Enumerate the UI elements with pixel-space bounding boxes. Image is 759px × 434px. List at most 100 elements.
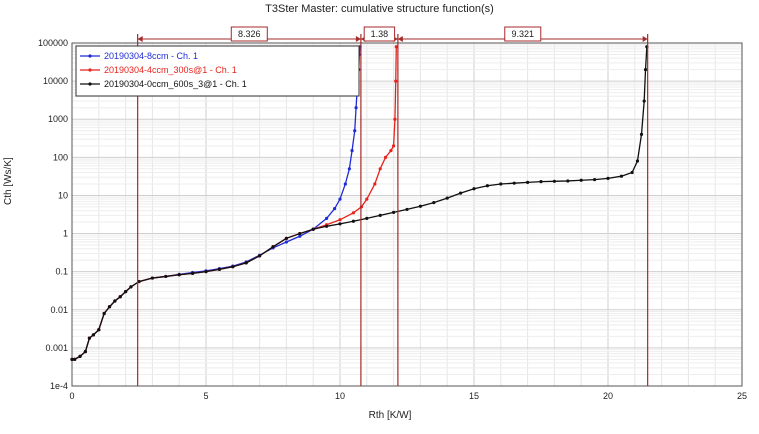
data-point: [258, 254, 262, 258]
chart-title: T3Ster Master: cumulative structure func…: [265, 3, 494, 15]
y-tick-label: 0.01: [50, 305, 68, 315]
data-point: [432, 200, 436, 205]
data-point: [354, 106, 358, 110]
x-tick-label: 5: [203, 391, 208, 401]
data-point: [418, 204, 422, 208]
data-point: [606, 176, 610, 181]
dimension-label-box: [363, 26, 396, 42]
data-point: [630, 170, 634, 175]
data-point: [405, 207, 409, 212]
data-point: [124, 289, 128, 294]
data-point: [378, 213, 382, 217]
data-point: [325, 224, 329, 228]
data-point: [350, 149, 354, 153]
data-point: [579, 178, 583, 182]
dimension-label: 1.38: [371, 29, 389, 39]
data-point: [445, 196, 449, 200]
data-point: [394, 79, 398, 83]
data-point: [298, 231, 302, 236]
data-point: [107, 305, 112, 309]
legend-entry: 20190304-0ccm_600s_3@1 - Ch. 1: [104, 79, 247, 89]
dimension-label: 8.326: [238, 29, 261, 39]
data-point: [191, 271, 195, 276]
data-point: [91, 333, 96, 337]
x-tick-label: 25: [737, 391, 747, 401]
data-point: [394, 45, 398, 49]
legend-entry: 20190304-8ccm - Ch. 1: [104, 51, 198, 61]
data-point: [365, 216, 369, 220]
dimension-label-box: [504, 26, 542, 42]
data-point: [333, 207, 337, 211]
data-point: [353, 129, 357, 133]
data-point: [298, 234, 302, 238]
data-point: [177, 273, 181, 277]
data-point: [244, 261, 248, 265]
data-point: [118, 295, 122, 299]
legend-marker: [88, 54, 92, 58]
data-point: [325, 216, 329, 220]
data-point: [284, 240, 288, 244]
data-point: [113, 299, 117, 303]
data-point: [392, 144, 396, 148]
data-point: [351, 219, 355, 223]
data-point: [343, 182, 347, 186]
legend-marker: [88, 68, 92, 72]
data-point: [472, 187, 476, 191]
data-point: [87, 336, 92, 340]
data-point: [338, 197, 342, 201]
data-point: [347, 167, 351, 171]
y-tick-label: 1: [63, 229, 68, 239]
y-tick-label: 1e-4: [50, 381, 68, 391]
data-point: [204, 270, 208, 274]
dimension-arrow: [642, 36, 648, 42]
data-point: [639, 132, 644, 136]
data-point: [150, 276, 154, 280]
data-point: [526, 180, 530, 184]
data-point: [351, 211, 355, 215]
data-point: [485, 184, 489, 188]
x-tick-label: 10: [335, 391, 345, 401]
data-point: [459, 191, 463, 195]
x-tick-label: 20: [603, 391, 613, 401]
data-point: [365, 197, 369, 201]
legend-entry: 20190304-4ccm_300s@1 - Ch. 1: [104, 65, 237, 75]
data-point: [129, 285, 133, 289]
data-point: [499, 182, 503, 186]
dimension-label: 9.321: [512, 29, 535, 39]
x-tick-label: 0: [69, 391, 74, 401]
data-point: [619, 174, 624, 178]
x-axis-label: Rth [K/W]: [368, 410, 412, 421]
dimension-arrow: [355, 36, 361, 42]
y-tick-label: 1000: [48, 114, 68, 124]
x-tick-label: 15: [469, 391, 479, 401]
data-point: [83, 349, 87, 354]
data-point: [642, 99, 646, 103]
dimension-arrow: [137, 36, 143, 42]
data-point: [97, 328, 101, 332]
data-point: [512, 181, 516, 185]
data-point: [102, 311, 106, 316]
y-tick-label: 10000: [43, 76, 68, 86]
y-tick-label: 100: [53, 152, 68, 162]
data-point: [393, 117, 397, 121]
dimension-arrow: [397, 36, 403, 42]
data-point: [378, 167, 382, 171]
data-point: [338, 218, 342, 222]
data-point: [392, 210, 396, 214]
data-point: [73, 357, 77, 361]
data-point: [164, 274, 168, 279]
y-tick-label: 10: [58, 190, 68, 200]
dimension-label-box: [230, 26, 268, 42]
data-point: [284, 236, 288, 240]
data-point: [311, 227, 315, 231]
y-tick-label: 0.001: [45, 343, 68, 353]
data-point: [566, 179, 570, 183]
data-point: [373, 182, 377, 186]
plot-background: [72, 43, 742, 386]
data-point: [271, 245, 275, 249]
data-point: [78, 354, 82, 358]
data-point: [383, 155, 388, 159]
plot-frame: [71, 42, 743, 387]
y-tick-label: 100000: [38, 38, 68, 48]
